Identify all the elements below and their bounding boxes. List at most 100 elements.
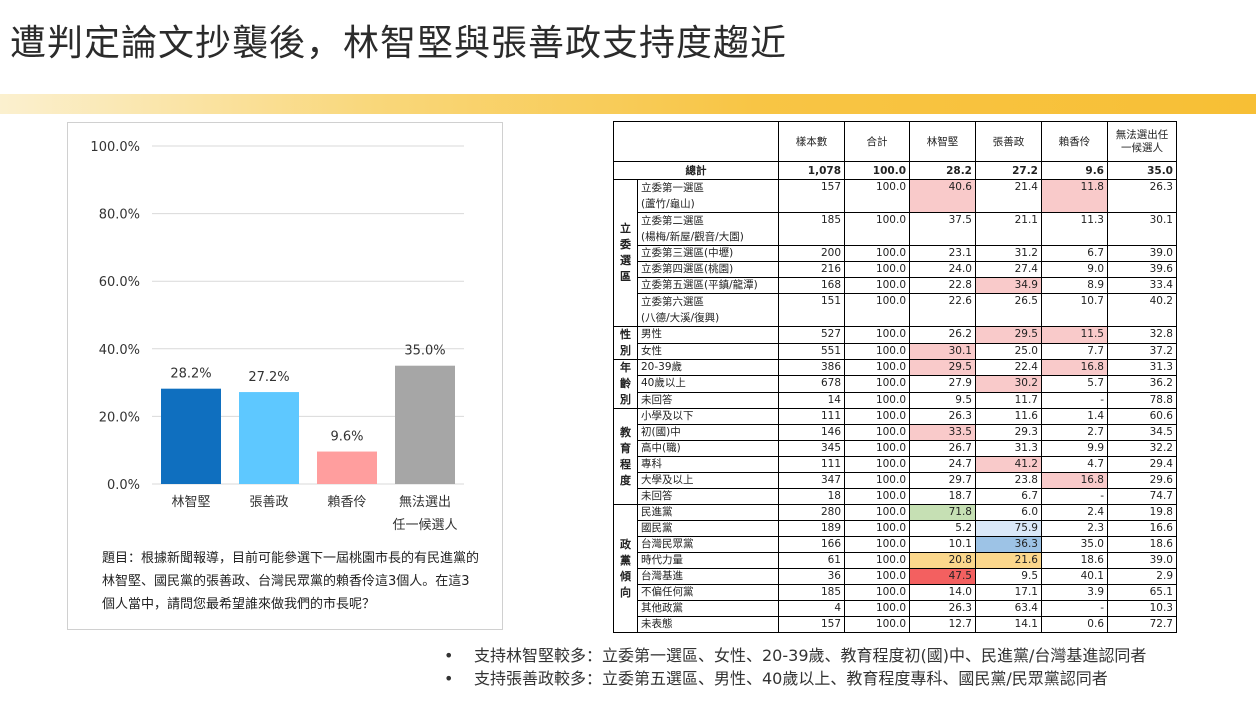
table-header-cell: 樣本數: [778, 121, 845, 162]
table-row: 高中(職) 345 100.0 26.7 31.3 9.9 32.2: [614, 440, 1177, 457]
table-cell: 100.0: [844, 488, 910, 505]
table-cell: 100.0: [844, 212, 910, 246]
total-value: 100.0: [844, 161, 910, 180]
table-cell: 5.7: [1041, 375, 1108, 393]
table-cell: 41.2: [975, 456, 1042, 473]
x-tick-label: 張善政: [249, 494, 288, 510]
table-cell: 280: [778, 504, 845, 521]
table-row: 立委第四選區(桃園) 216 100.0 24.0 27.4 9.0 39.6: [614, 261, 1177, 278]
table-cell: 40.6: [909, 179, 976, 213]
table-cell: 14.0: [909, 584, 976, 601]
table-cell: 34.5: [1107, 424, 1177, 441]
table-row: 教育程度小學及以下 111 100.0 26.3 11.6 1.4 60.6: [613, 408, 1177, 505]
table-cell: 63.4: [975, 600, 1042, 617]
table-cell: 31.3: [975, 440, 1042, 457]
table-header-cell: 賴香伶: [1041, 121, 1108, 162]
table-row: 立委第六選區 (八德/大溪/復興) 151 100.0 22.6 26.5 10.7 40.2: [614, 293, 1177, 327]
table-cell: 30.1: [1107, 212, 1177, 246]
table-cell: 72.7: [1107, 616, 1177, 633]
table-cell: 16.8: [1041, 472, 1108, 489]
bar-value-label: 35.0%: [404, 344, 445, 359]
total-row: 總計 1,078 100.0 28.2 27.2 9.6 35.0: [613, 161, 1177, 180]
table-cell: 100.0: [844, 440, 910, 457]
table-header-cell: 無法選出任一候選人: [1107, 121, 1177, 162]
table-cell: 100.0: [844, 472, 910, 489]
table-cell: 32.8: [1107, 326, 1177, 344]
table-cell: 11.7: [975, 391, 1042, 410]
y-tick-label: 40.0%: [99, 343, 140, 358]
decorative-gradient-band: [0, 94, 1256, 114]
table-cell: 100.0: [844, 456, 910, 473]
bar: [317, 451, 377, 484]
table-cell: 27.9: [909, 375, 976, 393]
row-label: 20-39歲: [637, 358, 779, 377]
finding-item: • 支持張善政較多：立委第五選區、男性、40歲以上、教育程度專科、國民黨/民眾黨…: [444, 667, 1146, 690]
row-label: 立委第六選區 (八德/大溪/復興): [637, 293, 779, 327]
table-cell: -: [1041, 391, 1108, 410]
bullet-marker: •: [444, 646, 454, 665]
row-label: 專科: [637, 456, 779, 473]
table-cell: 22.4: [975, 358, 1042, 377]
table-cell: 19.8: [1107, 504, 1177, 521]
row-label: 其他政黨: [637, 600, 779, 617]
table-cell: 6.0: [975, 504, 1042, 521]
table-cell: -: [1041, 600, 1108, 617]
row-label: 台灣基進: [637, 568, 779, 585]
table-cell: 151: [778, 293, 845, 327]
row-label: 男性: [637, 326, 779, 344]
table-cell: 6.7: [975, 488, 1042, 505]
table-cell: 75.9: [975, 520, 1042, 537]
table-cell: 14.1: [975, 616, 1042, 633]
table-row: 40歲以上 678 100.0 27.9 30.2 5.7 36.2: [614, 375, 1177, 393]
table-cell: 11.8: [1041, 179, 1108, 213]
table-cell: 29.4: [1107, 456, 1177, 473]
table-row: 未表態 157 100.0 12.7 14.1 0.6 72.7: [614, 616, 1177, 633]
table-cell: 33.5: [909, 424, 976, 441]
table-cell: 71.8: [909, 504, 976, 521]
table-cell: 100.0: [844, 375, 910, 393]
table-cell: 21.6: [975, 552, 1042, 569]
table-row: 台灣民眾黨 166 100.0 10.1 36.3 35.0 18.6: [614, 536, 1177, 553]
row-label: 國民黨: [637, 520, 779, 537]
table-cell: 36.3: [975, 536, 1042, 553]
table-cell: 100.0: [844, 358, 910, 377]
table-cell: 39.0: [1107, 245, 1177, 262]
table-row: 性別男性 527 100.0 26.2 29.5 11.5 32.8: [613, 326, 1177, 360]
total-value: 27.2: [975, 161, 1042, 180]
table-cell: 27.4: [975, 261, 1042, 278]
table-cell: 21.4: [975, 179, 1042, 213]
y-tick-label: 20.0%: [99, 410, 140, 425]
table-row: 初(國)中 146 100.0 33.5 29.3 2.7 34.5: [614, 424, 1177, 441]
bar: [161, 388, 221, 484]
bar-chart: 0.0% 20.0% 40.0% 60.0% 80.0% 100.0% 28.2% 林智堅 27…: [90, 140, 464, 533]
table-cell: 23.8: [975, 472, 1042, 489]
table-cell: 29.5: [975, 326, 1042, 344]
bar: [395, 365, 455, 484]
table-cell: 37.5: [909, 212, 976, 246]
table-cell: 551: [778, 342, 845, 360]
table-header-cell: 林智堅: [909, 121, 976, 162]
total-value: 35.0: [1107, 161, 1177, 180]
bar-value-label: 9.6%: [330, 430, 363, 445]
table-cell: 100.0: [844, 552, 910, 569]
row-label: 高中(職): [637, 440, 779, 457]
table-row: 專科 111 100.0 24.7 41.2 4.7 29.4: [614, 456, 1177, 473]
table-cell: 11.5: [1041, 326, 1108, 344]
row-label: 未回答: [637, 391, 779, 410]
table-cell: 21.1: [975, 212, 1042, 246]
table-cell: 39.0: [1107, 552, 1177, 569]
group-label: 政黨傾向: [613, 504, 638, 633]
crosstab-table-panel: 樣本數 合計 林智堅 張善政 賴香伶 無法選出任一候選人 總計 1,078 100.…: [613, 121, 1177, 633]
table-cell: 17.1: [975, 584, 1042, 601]
table-cell: 7.7: [1041, 342, 1108, 360]
table-cell: 14: [778, 391, 845, 410]
table-row: 未回答 18 100.0 18.7 6.7-74.7: [614, 488, 1177, 505]
y-tick-label: 60.0%: [99, 275, 140, 290]
bar-chart-panel: 0.0% 20.0% 40.0% 60.0% 80.0% 100.0% 28.2% 林智堅 27…: [67, 122, 503, 630]
survey-question: 題目：根據新聞報導，目前可能參選下一屆桃園市長的有民進黨的林智堅、國民黨的張善政…: [102, 551, 480, 612]
table-cell: 31.2: [975, 245, 1042, 262]
table-cell: 100.0: [844, 504, 910, 521]
table-cell: 111: [778, 408, 845, 425]
table-cell: 100.0: [844, 520, 910, 537]
table-cell: 100.0: [844, 408, 910, 425]
